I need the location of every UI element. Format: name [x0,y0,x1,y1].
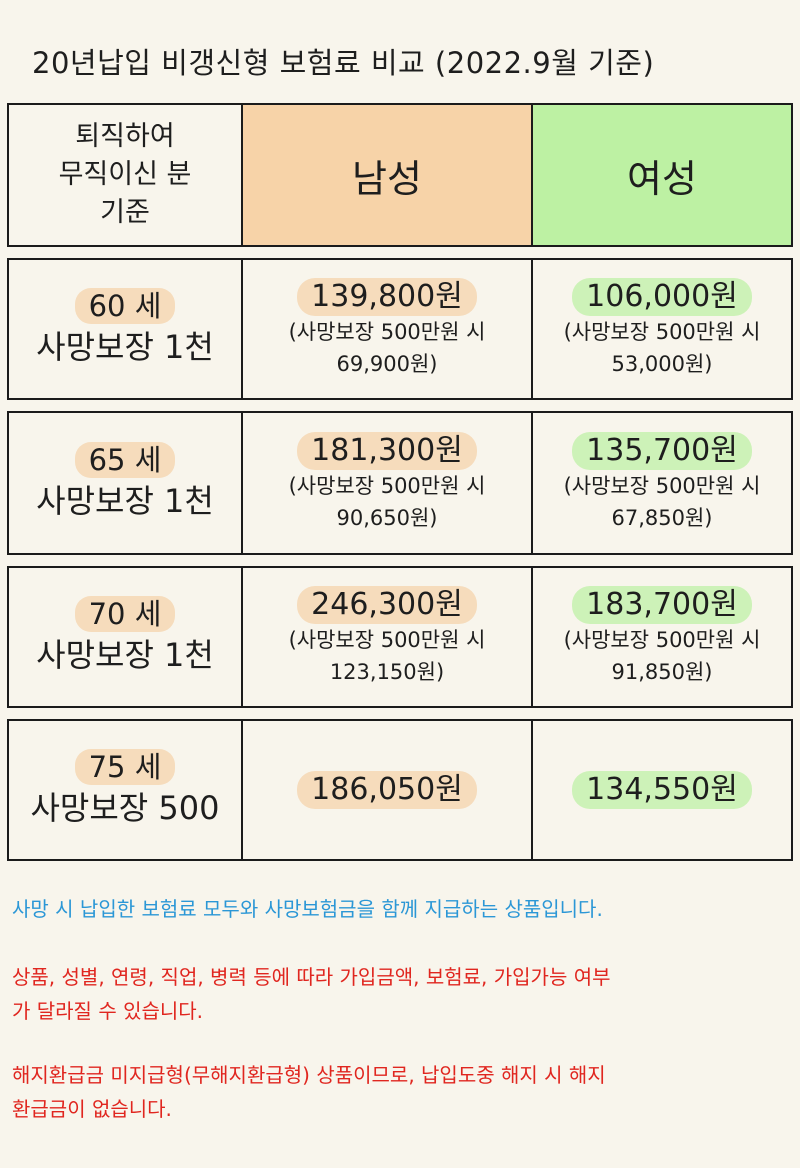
male-price: 181,300원 [297,432,477,470]
male-note: (사망보장 500만원 시 [288,474,486,498]
age-label: 60 세 [74,288,176,324]
female-note: 53,000원) [611,352,713,376]
female-note: (사망보장 500만원 시 [563,628,761,652]
age-cell: 70 세 사망보장 1천 [9,568,243,706]
male-note: 69,900원) [336,352,438,376]
age-label: 70 세 [74,596,176,632]
female-cell: 134,550원 [533,721,791,859]
age-cell: 60 세 사망보장 1천 [9,260,243,398]
male-price: 186,050원 [297,771,477,809]
age-cell: 65 세 사망보장 1천 [9,413,243,553]
female-price: 135,700원 [572,432,752,470]
male-note: 90,650원) [336,506,438,530]
page-title: 20년납입 비갱신형 보험료 비교 (2022.9월 기준) [32,46,655,80]
table-row: 60 세 사망보장 1천 139,800원 (사망보장 500만원 시 69,9… [7,258,793,400]
female-note: (사망보장 500만원 시 [563,320,761,344]
female-cell: 135,700원 (사망보장 500만원 시 67,850원) [533,413,791,553]
coverage-label: 사망보장 1천 [36,482,214,520]
female-note: 67,850원) [611,506,713,530]
male-cell: 246,300원 (사망보장 500만원 시 123,150원) [243,568,533,706]
table-header: 퇴직하여 무직이신 분 기준 남성 여성 [7,103,793,247]
footer-note-surrender: 해지환급금 미지급형(무해지환급형) 상품이므로, 납입도중 해지 시 해지 [12,1063,606,1087]
table-row: 75 세 사망보장 500 186,050원 134,550원 [7,719,793,861]
age-cell: 75 세 사망보장 500 [9,721,243,859]
male-note: 123,150원) [329,660,445,684]
footer-note-surrender-cont: 환급금이 없습니다. [12,1097,172,1121]
table-row: 70 세 사망보장 1천 246,300원 (사망보장 500만원 시 123,… [7,566,793,708]
footer-note-eligibility-cont: 가 달라질 수 있습니다. [12,999,204,1023]
female-cell: 106,000원 (사망보장 500만원 시 53,000원) [533,260,791,398]
table-row: 65 세 사망보장 1천 181,300원 (사망보장 500만원 시 90,6… [7,411,793,555]
age-label: 75 세 [74,749,176,785]
criteria-line: 퇴직하여 [75,121,175,152]
male-header: 남성 [243,105,533,245]
age-label: 65 세 [74,442,176,478]
female-header: 여성 [533,105,791,245]
male-cell: 139,800원 (사망보장 500만원 시 69,900원) [243,260,533,398]
female-note: (사망보장 500만원 시 [563,474,761,498]
male-note: (사망보장 500만원 시 [288,320,486,344]
coverage-label: 사망보장 1천 [36,328,214,366]
criteria-line: 무직이신 분 [58,159,192,190]
criteria-header: 퇴직하여 무직이신 분 기준 [9,105,243,245]
footer-note-eligibility: 상품, 성별, 연령, 직업, 병력 등에 따라 가입금액, 보험료, 가입가능… [12,965,611,989]
male-cell: 186,050원 [243,721,533,859]
male-price: 246,300원 [297,586,477,624]
female-note: 91,850원) [611,660,713,684]
female-price: 106,000원 [572,278,752,316]
footer-note-payout: 사망 시 납입한 보험료 모두와 사망보험금을 함께 지급하는 상품입니다. [12,897,603,921]
coverage-label: 사망보장 1천 [36,636,214,674]
coverage-label: 사망보장 500 [30,789,220,827]
male-price: 139,800원 [297,278,477,316]
female-price: 183,700원 [572,586,752,624]
female-cell: 183,700원 (사망보장 500만원 시 91,850원) [533,568,791,706]
male-cell: 181,300원 (사망보장 500만원 시 90,650원) [243,413,533,553]
male-note: (사망보장 500만원 시 [288,628,486,652]
female-price: 134,550원 [572,771,752,809]
criteria-line: 기준 [100,197,150,228]
